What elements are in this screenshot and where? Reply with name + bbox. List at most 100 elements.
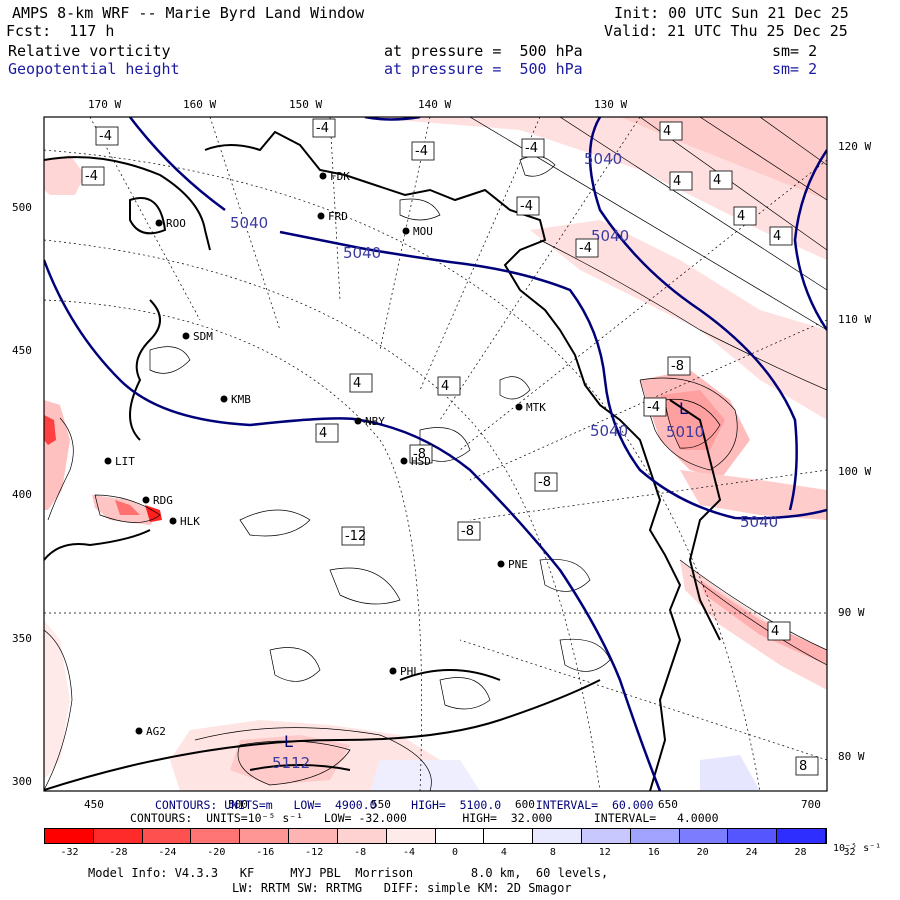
lon-label: 90 W: [838, 606, 865, 619]
y-tick: 400: [12, 488, 32, 501]
station-label: LIT: [115, 455, 135, 468]
map-title: AMPS 8-km WRF -- Marie Byrd Land Window: [12, 4, 365, 22]
height-label: 5040: [591, 227, 629, 245]
station-label: HSD: [411, 455, 431, 468]
station-marker: [182, 332, 190, 340]
vorticity-label-text: 4: [713, 173, 721, 188]
vorticity-label-text: -4: [647, 400, 660, 415]
colorbar-segment: [386, 829, 436, 843]
colorbar-segment: [484, 829, 534, 843]
colorbar-tick-label: 32: [843, 847, 856, 858]
colorbar-tick-label: 12: [598, 847, 611, 858]
vorticity-label-text: -4: [99, 129, 112, 144]
station-label: KMB: [231, 393, 251, 406]
lon-label: 170 W: [88, 98, 122, 111]
colorbar-tick-label: 0: [451, 847, 458, 858]
vorticity-label-text: -12: [345, 529, 366, 544]
init-time: Init: 00 UTC Sun 21 Dec 25: [614, 4, 849, 22]
vorticity-label-text: -8: [461, 524, 474, 539]
vorticity-label: 4: [315, 423, 339, 443]
vorticity-label-text: 4: [663, 124, 671, 139]
vorticity-label: -4: [95, 126, 119, 146]
colorbar-tick-label: -12: [305, 847, 324, 858]
forecast-hour: Fcst: 117 h: [6, 22, 115, 40]
lon-label: 160 W: [183, 98, 217, 111]
vorticity-label-text: -4: [415, 144, 428, 159]
x-tick: 450: [84, 798, 104, 811]
model-physics: LW: RRTM SW: RRTMG DIFF: simple KM: 2D S…: [232, 881, 572, 895]
vorticity-label-text: -8: [413, 447, 426, 462]
vorticity-label: -4: [643, 397, 667, 417]
colorbar-segment: [240, 829, 290, 843]
colorbar-tick-label: 20: [696, 847, 709, 858]
y-tick: 500: [12, 201, 32, 214]
vorticity-label-group: -4 -4 -4 -4 -4 -4 -4 4 4 4 4 4 4 4 4 -8 -8 -12 -8 -8 -4 4 8: [81, 118, 819, 776]
colorbar-segment: [93, 829, 143, 843]
y-tick: 450: [12, 344, 32, 357]
vorticity-label: 4: [659, 121, 683, 141]
lon-label: 110 W: [838, 313, 872, 326]
colorbar-tick-label: 24: [745, 847, 758, 858]
station-label: PHL: [400, 665, 420, 678]
colorbar-tick-label: -32: [60, 847, 79, 858]
station-label: FDK: [330, 170, 350, 183]
coastline: [44, 130, 722, 791]
y-tick: 350: [12, 632, 32, 645]
colorbar-segment: [533, 829, 582, 843]
vorticity-label-text: -4: [85, 169, 98, 184]
station-group: ROO FDK FRD MOU SDM KMB NBY MTK HSD LIT RDG HLK PNE P…: [104, 170, 546, 738]
vorticity-label: -4: [411, 141, 435, 161]
vorticity-label-text: 4: [353, 376, 361, 391]
colorbar-segment: [581, 829, 631, 843]
field2-level: at pressure = 500 hPa: [384, 60, 583, 78]
vorticity-label-text: -8: [538, 475, 551, 490]
colorbar-tick-label: -24: [158, 847, 177, 858]
lon-label: 150 W: [289, 98, 323, 111]
vorticity-label-text: 8: [799, 759, 807, 774]
height-label: 5112: [272, 754, 310, 772]
vorticity-label: -4: [521, 138, 545, 158]
vorticity-label: -4: [516, 196, 540, 216]
vorticity-label-text: 4: [771, 624, 779, 639]
station-label: ROO: [166, 217, 186, 230]
vorticity-label-text: 4: [773, 229, 781, 244]
vorticity-label-text: 4: [319, 426, 327, 441]
vorticity-label-text: -8: [671, 359, 684, 374]
station-marker: [400, 457, 408, 465]
height-label: 5040: [740, 513, 778, 531]
height-label: 5040: [343, 244, 381, 262]
model-info: Model Info: V4.3.3 KF MYJ PBL Morrison 8…: [88, 866, 609, 880]
vorticity-contour-info: CONTOURS: UNITS=10⁻⁵ s⁻¹ LOW= -32.000 HI…: [130, 811, 719, 825]
station-label: MTK: [526, 401, 546, 414]
field1-name: Relative vorticity: [8, 42, 171, 60]
colorbar-tick-label: -8: [354, 847, 367, 858]
station-marker: [155, 219, 163, 227]
colorbar-tick-label: -16: [256, 847, 275, 858]
vorticity-label: 4: [437, 376, 461, 396]
vorticity-label-text: 4: [737, 209, 745, 224]
vorticity-label: 4: [669, 171, 693, 191]
vorticity-label-text: -4: [525, 141, 538, 156]
vorticity-label: 8: [795, 756, 819, 776]
map-frame: [43, 116, 828, 792]
vorticity-label: -12: [341, 526, 366, 546]
station-marker: [169, 517, 177, 525]
vorticity-label-text: -4: [520, 199, 533, 214]
lon-label: 80 W: [838, 750, 865, 763]
station-marker: [104, 457, 112, 465]
colorbar-tick-label: -28: [109, 847, 128, 858]
station-label: NBY: [365, 415, 385, 428]
vorticity-label: -8: [667, 356, 691, 376]
colorbar-tick-label: 28: [794, 847, 807, 858]
colorbar-units: 10⁻⁵ s⁻¹: [833, 843, 882, 854]
station-marker: [135, 727, 143, 735]
height-label: 5010: [666, 423, 704, 441]
x-tick: 600: [515, 798, 535, 811]
colorbar-segment: [679, 829, 729, 843]
station-marker: [142, 496, 150, 504]
y-tick: 300: [12, 775, 32, 788]
vorticity-label: 4: [709, 170, 733, 190]
low-pressure-label: L: [284, 732, 293, 751]
station-label: MOU: [413, 225, 433, 238]
colorbar-tick-label: -20: [207, 847, 226, 858]
